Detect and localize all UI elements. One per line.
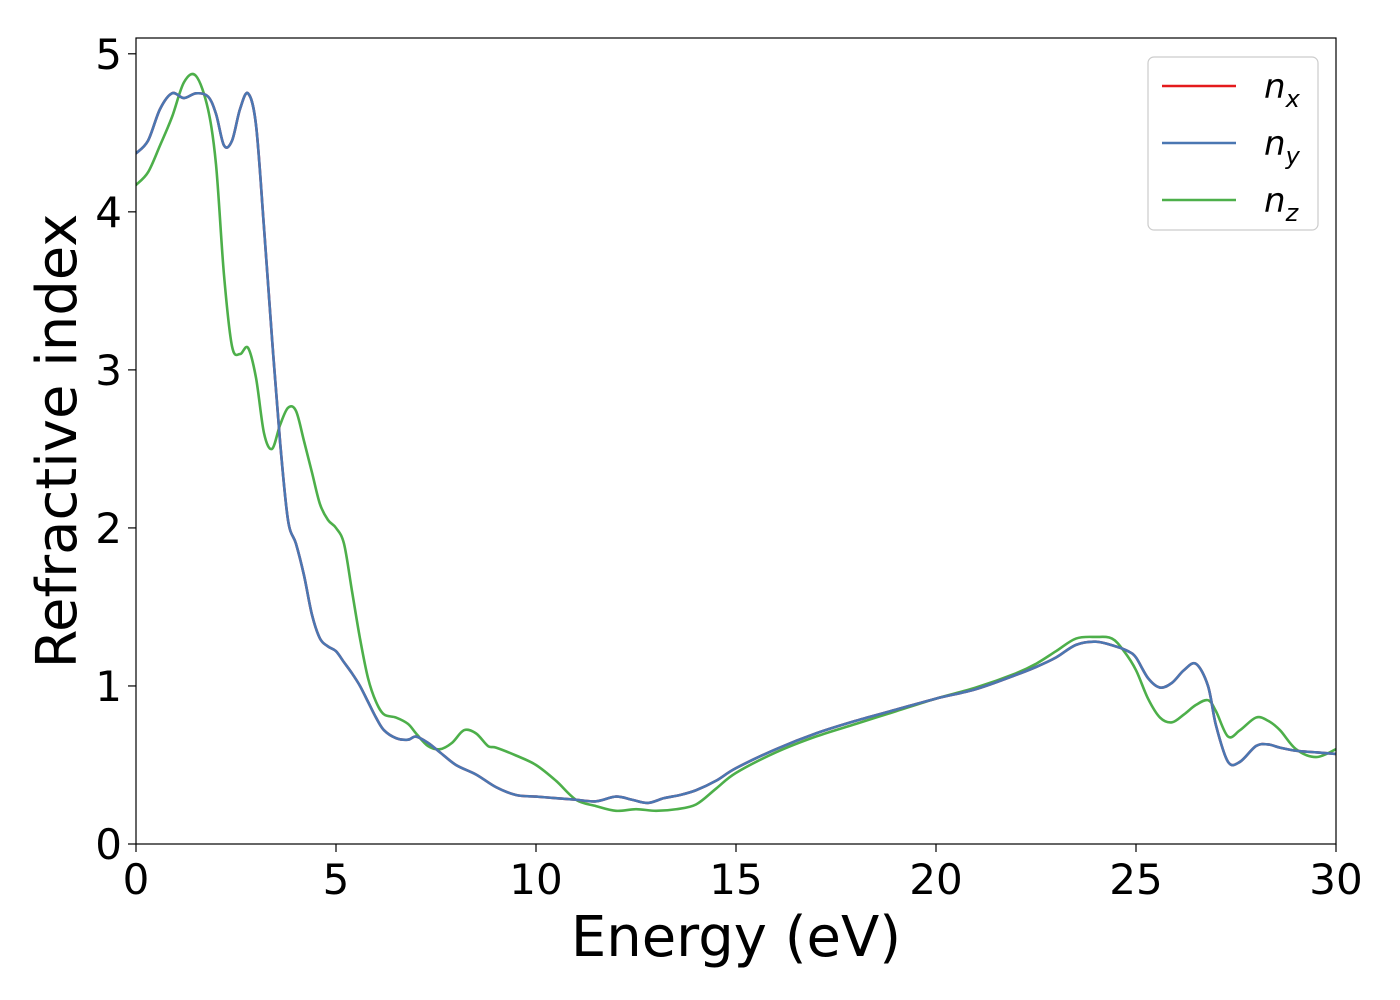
series-layer xyxy=(136,72,1336,813)
legend-label-nz: nz xyxy=(1264,181,1300,227)
x-tick-label: 10 xyxy=(509,855,562,904)
y-tick-label: 2 xyxy=(95,504,122,553)
x-tick-label: 5 xyxy=(323,855,350,904)
x-tick-label: 15 xyxy=(709,855,762,904)
legend-label-ny: ny xyxy=(1264,124,1301,170)
y-tick-label: 5 xyxy=(95,30,122,79)
y-tick-label: 3 xyxy=(95,346,122,395)
y-tick-label: 4 xyxy=(95,188,122,237)
x-axis-ticks: 0 5 10 15 20 25 30 xyxy=(123,844,1363,904)
series-line-ny xyxy=(136,91,1336,805)
y-tick-label: 0 xyxy=(95,820,122,869)
legend-label-nx: nx xyxy=(1264,67,1301,113)
x-tick-label: 0 xyxy=(123,855,150,904)
x-tick-label: 20 xyxy=(909,855,962,904)
x-axis-title: Energy (eV) xyxy=(571,905,901,970)
series-line-nz xyxy=(136,72,1336,813)
x-tick-label: 25 xyxy=(1109,855,1162,904)
y-axis-title: Refractive index xyxy=(25,214,90,669)
x-tick-label: 30 xyxy=(1309,855,1362,904)
legend: nx ny nz xyxy=(1147,56,1319,231)
y-tick-label: 1 xyxy=(95,662,122,711)
y-axis-ticks: 0 1 2 3 4 5 xyxy=(95,30,136,869)
